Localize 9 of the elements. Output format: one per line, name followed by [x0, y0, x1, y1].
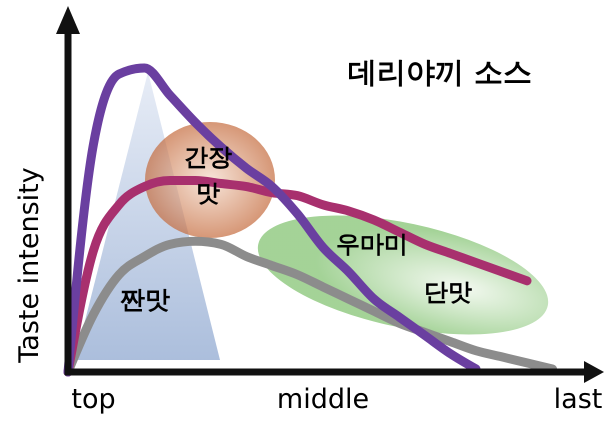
x-tick-label: last — [554, 384, 602, 415]
x-tick-label: top — [71, 384, 116, 415]
chart-title: 데리야끼 소스 — [348, 55, 532, 89]
y-axis-title: Taste intensity — [14, 167, 45, 364]
annotation: 짠맛 — [120, 285, 170, 314]
x-tick-label: middle — [276, 384, 370, 415]
annotation: 우마미 — [336, 230, 408, 258]
annotation: 간장 맛 — [184, 143, 232, 207]
annotation: 단맛 — [424, 278, 472, 306]
